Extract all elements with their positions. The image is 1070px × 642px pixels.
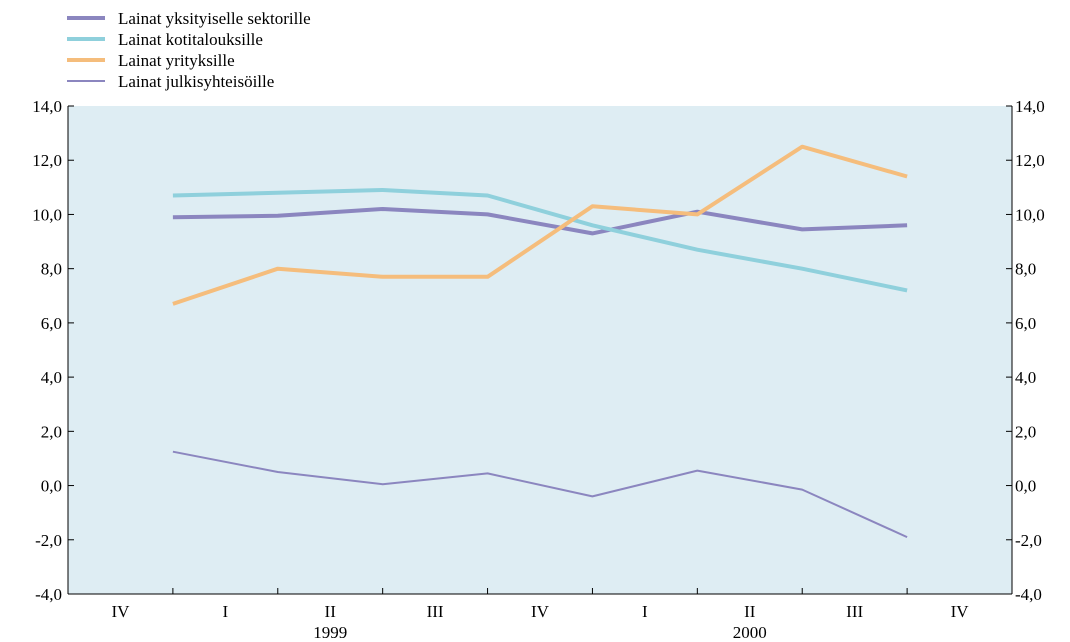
- x-tick-label: III: [427, 602, 444, 621]
- y-tick-label-left: -4,0: [35, 585, 62, 604]
- y-tick-label-right: 4,0: [1015, 368, 1036, 387]
- x-tick-label: IV: [531, 602, 550, 621]
- y-tick-label-right: 0,0: [1015, 477, 1036, 496]
- series-line-2: [172, 144, 908, 306]
- year-label: 1999: [313, 623, 347, 642]
- legend: Lainat yksityiselle sektorille Lainat kot…: [67, 9, 311, 91]
- y-tick-label-left: 6,0: [41, 314, 62, 333]
- series-layer: [172, 144, 908, 539]
- y-tick-label-left: 10,0: [32, 205, 62, 224]
- x-tick-label: IV: [111, 602, 130, 621]
- labels-layer: -4,0 -4,0 -2,0 -2,0 0,0 0,0 2,0 2,0 4,0 4,0 6,0 6,0…: [32, 97, 1045, 642]
- y-tick-label-left: 8,0: [41, 260, 62, 279]
- legend-label: Lainat yksityiselle sektorille: [118, 9, 311, 28]
- series-line-1: [172, 188, 908, 293]
- legend-label: Lainat julkisyhteisöille: [118, 72, 274, 91]
- x-tick-label: II: [325, 602, 337, 621]
- series-line-0: [172, 207, 908, 236]
- legend-label: Lainat yrityksille: [118, 51, 235, 70]
- legend-label: Lainat kotitalouksille: [118, 30, 263, 49]
- axes-layer: [67, 105, 1013, 595]
- y-tick-label-right: 6,0: [1015, 314, 1036, 333]
- y-tick-label-right: -4,0: [1015, 585, 1042, 604]
- y-tick-label-left: -2,0: [35, 531, 62, 550]
- year-label: 2000: [733, 623, 767, 642]
- x-tick-label: I: [222, 602, 228, 621]
- y-tick-label-right: 2,0: [1015, 422, 1036, 441]
- y-tick-label-right: 10,0: [1015, 205, 1045, 224]
- y-tick-label-left: 12,0: [32, 151, 62, 170]
- x-tick-label: I: [642, 602, 648, 621]
- y-tick-label-right: 12,0: [1015, 151, 1045, 170]
- y-tick-label-left: 4,0: [41, 368, 62, 387]
- x-tick-label: IV: [951, 602, 970, 621]
- series-line-3: [172, 450, 908, 539]
- x-tick-label: II: [744, 602, 756, 621]
- y-tick-label-right: 14,0: [1015, 97, 1045, 116]
- x-tick-label: III: [846, 602, 863, 621]
- y-tick-label-left: 0,0: [41, 477, 62, 496]
- y-tick-label-left: 2,0: [41, 422, 62, 441]
- y-tick-label-right: 8,0: [1015, 260, 1036, 279]
- y-tick-label-left: 14,0: [32, 97, 62, 116]
- y-tick-label-right: -2,0: [1015, 531, 1042, 550]
